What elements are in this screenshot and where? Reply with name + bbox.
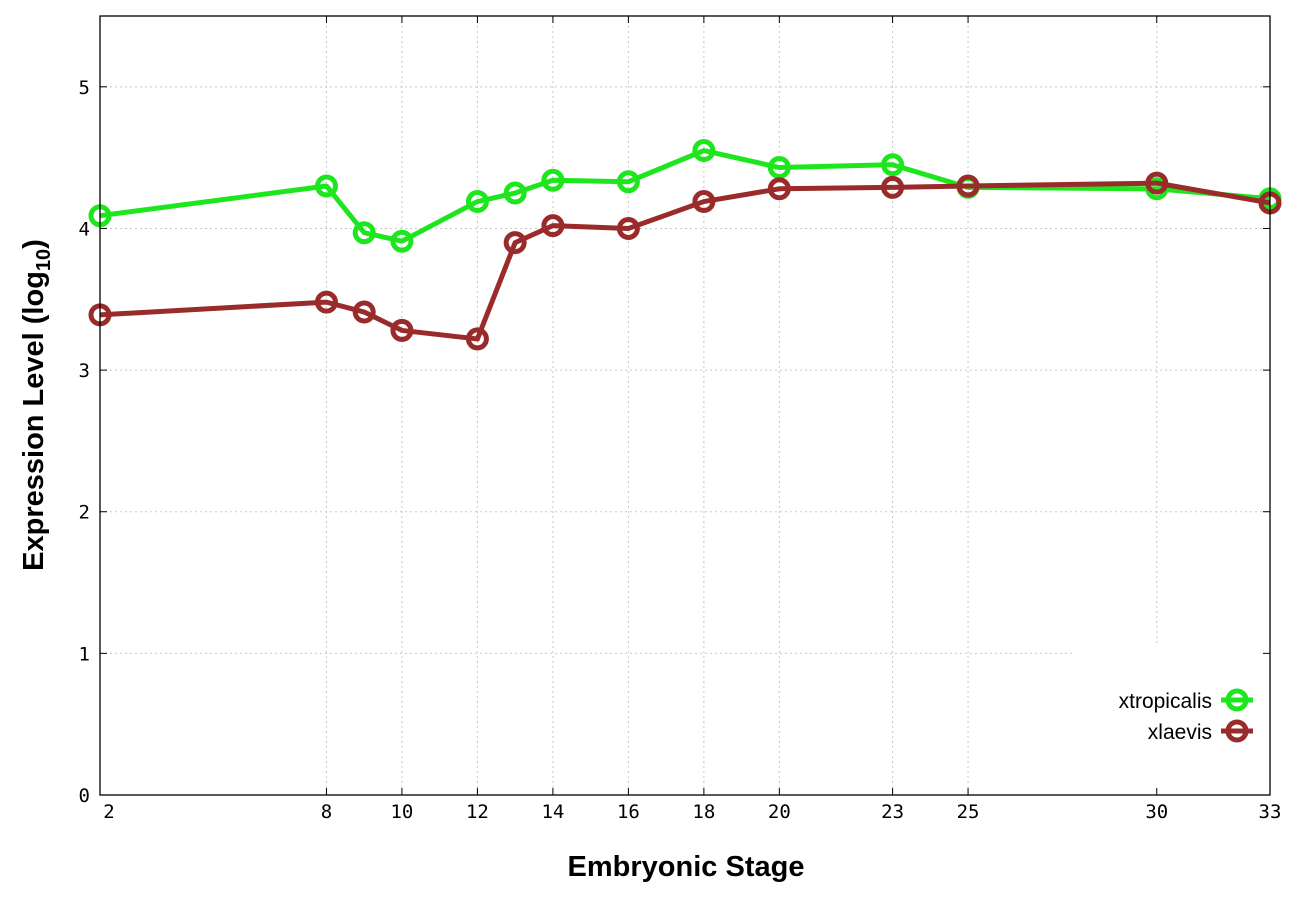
y-axis-title-subscript: 10 — [33, 249, 55, 271]
x-tick-label: 25 — [957, 801, 980, 823]
data-point — [503, 231, 527, 255]
x-tick-label: 30 — [1145, 801, 1168, 823]
x-tick-label: 33 — [1259, 801, 1282, 823]
data-point — [767, 177, 791, 201]
x-tick-label: 20 — [768, 801, 791, 823]
data-point — [541, 168, 565, 192]
y-tick-label: 4 — [79, 218, 90, 240]
data-point — [767, 156, 791, 180]
y-tick-label: 2 — [79, 502, 90, 524]
data-point — [352, 300, 376, 324]
data-point — [314, 290, 338, 314]
legend-swatch-marker — [1225, 688, 1249, 712]
data-point — [692, 190, 716, 214]
series-xlaevis — [88, 171, 1282, 351]
data-point — [541, 214, 565, 238]
x-tick-label: 2 — [103, 801, 114, 823]
data-point — [956, 174, 980, 198]
data-point — [390, 229, 414, 253]
y-axis-title-close: ) — [18, 239, 50, 249]
data-point — [503, 181, 527, 205]
y-tick-label: 1 — [79, 643, 90, 665]
grid — [100, 16, 1270, 795]
data-point — [881, 153, 905, 177]
y-axis-title-main: Expression Level (log — [18, 271, 50, 571]
x-tick-label: 23 — [881, 801, 904, 823]
data-point — [692, 139, 716, 163]
data-point — [881, 175, 905, 199]
series-line — [99, 148, 1271, 244]
y-axis-title: Expression Level (log10) — [18, 239, 55, 571]
legend-label: xlaevis — [1148, 721, 1212, 744]
plot-frame — [99, 15, 1271, 796]
data-point — [1145, 171, 1169, 195]
data-point — [390, 318, 414, 342]
data-point — [465, 327, 489, 351]
y-tick-label: 0 — [79, 785, 90, 807]
x-tick-label: 10 — [390, 801, 413, 823]
x-tick-label: 8 — [321, 801, 332, 823]
y-tick-label: 5 — [79, 77, 90, 99]
data-point — [465, 190, 489, 214]
x-tick-label: 14 — [541, 801, 564, 823]
legend: xtropicalis xlaevis — [1119, 688, 1253, 744]
data-point — [616, 170, 640, 194]
data-point — [616, 216, 640, 240]
plot-series — [88, 139, 1282, 351]
x-tick-label: 16 — [617, 801, 640, 823]
data-point — [352, 221, 376, 245]
x-tick-label: 12 — [466, 801, 489, 823]
x-tick-label: 18 — [692, 801, 715, 823]
legend-swatch-marker — [1225, 719, 1249, 743]
legend-label: xtropicalis — [1119, 690, 1212, 713]
data-point — [314, 174, 338, 198]
x-axis-title: Embryonic Stage — [568, 851, 805, 883]
y-tick-label: 3 — [79, 360, 90, 382]
